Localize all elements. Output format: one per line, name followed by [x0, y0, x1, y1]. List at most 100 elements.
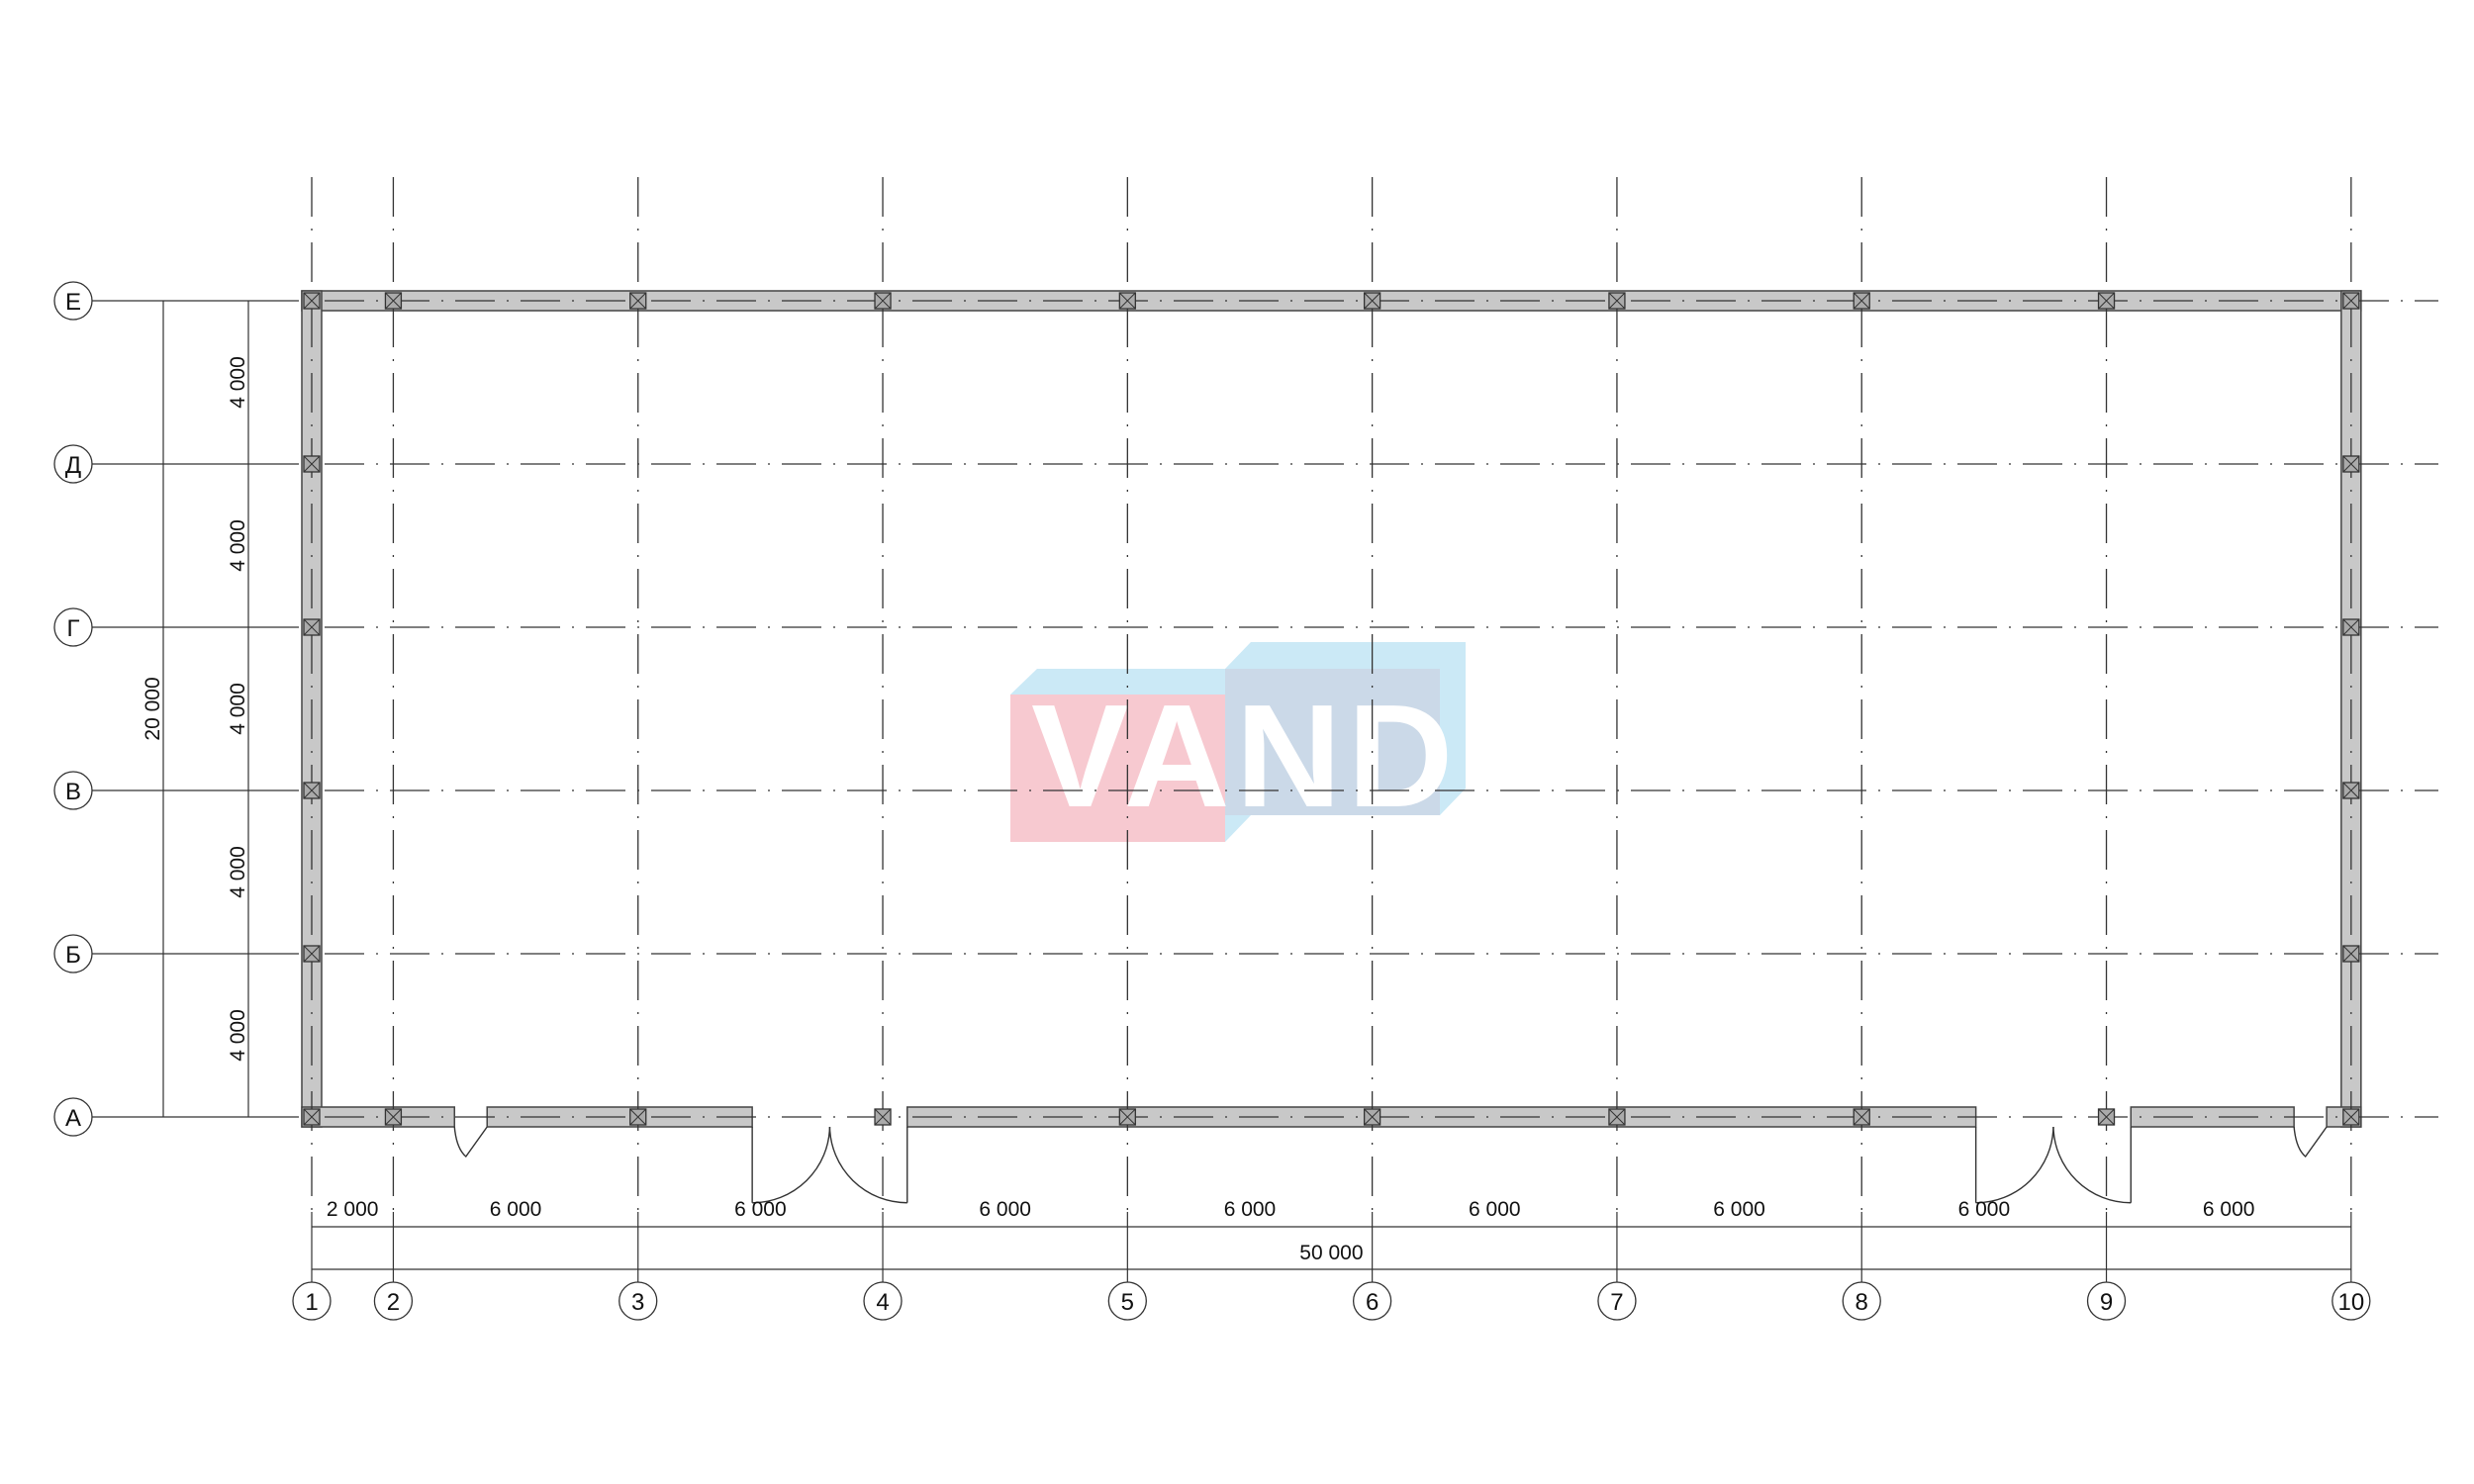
column-axis-bubble — [373, 1281, 414, 1321]
door-swing — [1975, 1126, 2054, 1204]
column-post — [1853, 1108, 1870, 1126]
post-cross — [1853, 1108, 1870, 1126]
column-axis-bubble — [618, 1281, 658, 1321]
post-cross — [303, 1108, 321, 1126]
post-cross — [303, 618, 321, 636]
column-post — [2342, 945, 2360, 963]
column-post — [384, 292, 403, 310]
column-axis-bubble — [1597, 1281, 1637, 1321]
column-axis-bubble — [1107, 1281, 1147, 1321]
column-axis-label: 2 — [387, 1289, 400, 1316]
column-axis-label: 9 — [2100, 1289, 2113, 1316]
column-post — [303, 292, 321, 310]
post-cross — [303, 945, 321, 963]
column-axis-bubble — [1352, 1281, 1392, 1321]
column-post — [874, 292, 892, 310]
row-axis-label: Е — [65, 289, 81, 316]
row-axis-label: Д — [65, 452, 81, 479]
post-cross — [1853, 292, 1870, 310]
column-axis-bubble — [1842, 1281, 1881, 1321]
column-axis-label: 5 — [1121, 1289, 1134, 1316]
column-post — [2097, 292, 2116, 310]
dimension-label: 6 000 — [2203, 1198, 2255, 1221]
post-cross — [1608, 1108, 1626, 1126]
dimension-label: 4 000 — [227, 846, 249, 898]
column-post — [303, 945, 321, 963]
column-post — [2342, 1108, 2360, 1126]
door-swing — [2052, 1126, 2132, 1204]
column-axis-label: 7 — [1610, 1289, 1623, 1316]
post-cross — [629, 1108, 647, 1126]
column-post — [1853, 292, 1870, 310]
structural-columns — [303, 292, 2360, 1126]
post-cross — [1364, 1108, 1380, 1126]
post-cross — [2342, 945, 2360, 963]
logo-pink-top — [1010, 669, 1225, 695]
door-single — [2293, 1126, 2328, 1159]
door-single — [453, 1126, 488, 1159]
column-post — [629, 292, 647, 310]
post-cross — [629, 292, 647, 310]
dimension-label: 6 000 — [1224, 1198, 1277, 1221]
column-post — [1608, 292, 1626, 310]
column-axis-label: 10 — [2337, 1289, 2364, 1316]
logo-pink-box — [1010, 695, 1225, 842]
dimension-label: 4 000 — [227, 683, 249, 735]
dimension-label: 6 000 — [734, 1198, 787, 1221]
column-post — [874, 1108, 892, 1126]
post-cross — [303, 455, 321, 473]
row-axis-label: В — [65, 779, 81, 805]
door-swing — [2293, 1126, 2328, 1159]
post-cross — [874, 292, 892, 310]
column-axis-label: 4 — [876, 1289, 889, 1316]
dimension-label: 4 000 — [227, 356, 249, 409]
row-axis-label: Г — [67, 615, 80, 642]
column-post — [303, 455, 321, 473]
door-swing — [752, 1126, 831, 1204]
column-post — [1118, 292, 1136, 310]
column-post — [303, 618, 321, 636]
post-cross — [1608, 292, 1626, 310]
post-cross — [2098, 292, 2115, 310]
door-double — [1974, 1126, 2132, 1204]
post-cross — [2098, 1108, 2115, 1126]
door-swing — [453, 1126, 488, 1159]
column-axis-bubble — [2331, 1281, 2371, 1321]
logo-text: VANDA — [1031, 675, 1570, 838]
column-axis-bubble — [292, 1281, 332, 1321]
post-cross — [1364, 292, 1380, 310]
column-post — [384, 1108, 403, 1126]
row-axis-bubble — [53, 1097, 93, 1137]
row-axis-label: Б — [65, 942, 81, 969]
dimension-label: 6 000 — [1958, 1198, 2011, 1221]
column-post — [2342, 455, 2360, 473]
row-axis-bubble — [53, 771, 93, 810]
dimension-label: 6 000 — [1713, 1198, 1765, 1221]
post-cross — [874, 1108, 892, 1126]
post-cross — [385, 292, 402, 310]
dimension-label: 2 000 — [327, 1198, 379, 1221]
column-post — [2097, 1108, 2116, 1126]
post-cross — [1118, 292, 1136, 310]
column-axis-label: 6 — [1366, 1289, 1379, 1316]
column-post — [2342, 618, 2360, 636]
dimension-label: 6 000 — [490, 1198, 542, 1221]
post-cross — [2342, 1108, 2360, 1126]
door-swing — [828, 1126, 907, 1204]
logo-text-right: DA — [1348, 675, 1571, 838]
post-cross — [2342, 455, 2360, 473]
wall-segment — [301, 1106, 456, 1128]
dimension-label: 6 000 — [1469, 1198, 1521, 1221]
column-post — [1363, 1108, 1381, 1126]
total-width-label: 20 000 — [142, 677, 164, 740]
column-post — [303, 1108, 321, 1126]
column-post — [629, 1108, 647, 1126]
column-axis-bubble — [863, 1281, 903, 1321]
column-axis-label: 8 — [1856, 1289, 1868, 1316]
logo-text-left: VAN — [1031, 675, 1348, 838]
column-post — [2342, 292, 2360, 310]
post-cross — [2342, 292, 2360, 310]
post-cross — [1118, 1108, 1136, 1126]
